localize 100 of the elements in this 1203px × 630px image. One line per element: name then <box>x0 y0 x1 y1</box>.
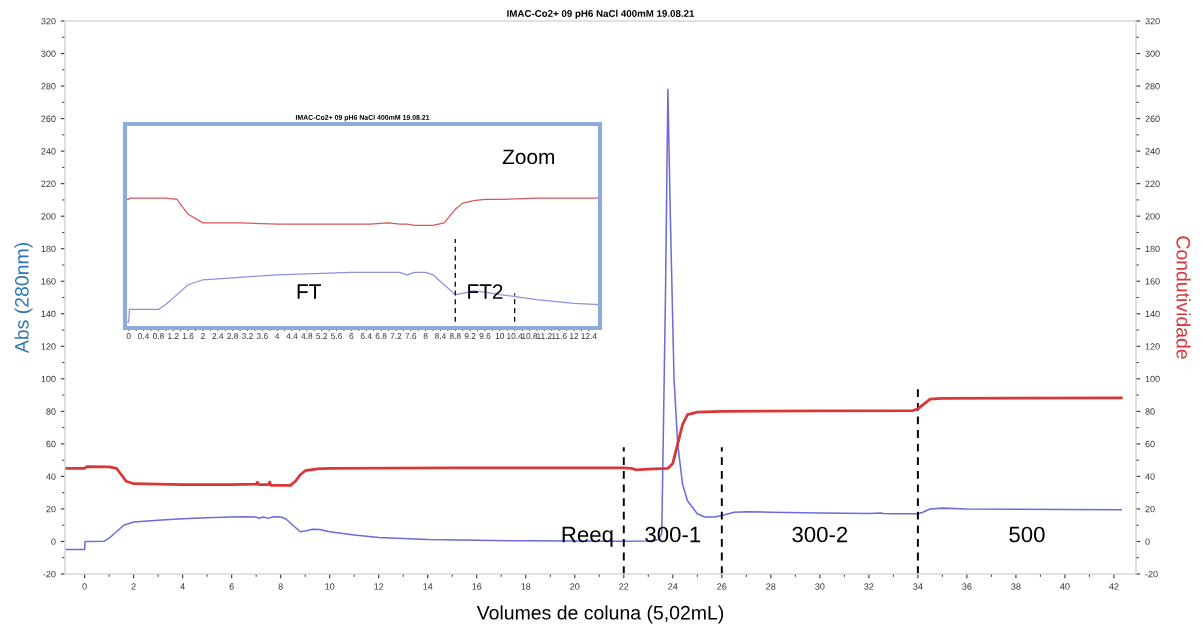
x-tick-label: 12 <box>374 583 384 590</box>
x-tick-label: 40 <box>1060 583 1070 590</box>
x-tick-label: 20 <box>570 583 580 590</box>
x-tick-label: 3.2 <box>241 333 253 339</box>
x-axis-title: Volumes de coluna (5,02mL) <box>476 605 724 624</box>
annotation: FT <box>297 284 321 299</box>
y2-tick-label: 100 <box>1145 375 1160 383</box>
y-tick-label: 20 <box>46 505 56 513</box>
line-series <box>65 396 1123 487</box>
y2-tick-label: 320 <box>1145 17 1160 25</box>
y2-tick-label: 180 <box>1145 245 1160 253</box>
y-tick-label: 240 <box>41 148 56 155</box>
y2-tick-label: 160 <box>1145 278 1160 285</box>
x-tick-label: 9.2 <box>464 333 476 339</box>
x-tick-label: 2 <box>201 333 205 339</box>
y2-axis-title: Condutividade <box>1176 236 1191 359</box>
y-tick-label: 320 <box>41 17 56 25</box>
y2-tick-label: -20 <box>1145 570 1158 578</box>
x-tick-label: 24 <box>668 583 678 590</box>
x-tick-label: 11.2 <box>537 333 552 339</box>
x-tick-label: 2.4 <box>212 333 224 339</box>
x-tick-label: 34 <box>913 583 923 590</box>
x-tick-label: 3.6 <box>256 333 268 339</box>
x-tick-label: 14 <box>423 583 433 590</box>
x-tick-label: 22 <box>619 583 629 590</box>
y-tick-label: -20 <box>43 570 56 578</box>
x-tick-label: 28 <box>766 583 776 590</box>
x-tick-label: 11.6 <box>552 333 567 339</box>
x-tick-label: 6.8 <box>375 333 387 339</box>
annotation: 500 <box>1009 526 1045 543</box>
annotation: 300-1 <box>645 526 701 543</box>
x-tick-label: 7.2 <box>390 333 402 339</box>
y2-tick-label: 240 <box>1145 148 1160 155</box>
x-tick-label: 10.4 <box>507 333 523 339</box>
y2-tick-label: 40 <box>1145 473 1155 480</box>
annotation: FT2 <box>468 284 503 299</box>
y-tick-label: 200 <box>41 213 56 220</box>
x-tick-label: 1.6 <box>182 333 194 339</box>
x-tick-label: 6 <box>229 583 234 590</box>
y2-tick-label: 140 <box>1145 310 1160 318</box>
x-tick-label: 10 <box>325 583 335 590</box>
x-tick-label: 0.4 <box>138 333 150 339</box>
y-axis-title: Abs (280nm) <box>14 243 33 354</box>
y2-tick-label: 80 <box>1145 408 1155 415</box>
annotation: 300-2 <box>792 526 848 543</box>
x-tick-label: 8.8 <box>449 333 461 339</box>
y-tick-label: 220 <box>41 180 56 188</box>
x-tick-label: 4 <box>275 333 280 339</box>
x-tick-label: 16 <box>472 583 482 590</box>
y-tick-label: 280 <box>41 83 56 90</box>
x-tick-label: 26 <box>717 583 727 590</box>
x-tick-label: 0 <box>126 333 131 339</box>
y2-tick-label: 60 <box>1145 440 1155 448</box>
x-tick-label: 42 <box>1109 583 1119 590</box>
x-tick-label: 6.4 <box>360 333 372 339</box>
x-tick-label: 2 <box>131 583 136 590</box>
x-tick-label: 4.4 <box>286 333 298 339</box>
y-tick-label: 260 <box>41 115 56 122</box>
x-tick-label: 18 <box>521 583 531 590</box>
chart-title: IMAC-Co2+ 09 pH6 NaCl 400mM 19.08.21 <box>507 9 695 19</box>
y-tick-label: 300 <box>41 50 56 57</box>
x-tick-label: 2.8 <box>227 333 239 339</box>
y2-tick-label: 120 <box>1145 343 1160 350</box>
y-tick-label: 80 <box>46 408 56 415</box>
y-tick-label: 120 <box>41 343 56 350</box>
y2-tick-label: 200 <box>1145 213 1160 220</box>
x-tick-label: 12 <box>570 333 579 339</box>
line-series <box>65 88 1123 551</box>
x-tick-label: 8 <box>278 583 283 590</box>
x-tick-label: 36 <box>962 583 972 590</box>
y2-tick-label: 20 <box>1145 505 1155 513</box>
y2-tick-label: 220 <box>1145 180 1160 188</box>
y2-tick-label: 0 <box>1145 538 1150 545</box>
x-tick-label: 32 <box>864 583 874 590</box>
x-tick-label: 6 <box>349 333 354 339</box>
x-tick-label: 7.6 <box>405 333 417 339</box>
y-tick-label: 60 <box>46 440 56 448</box>
x-tick-label: 10 <box>495 333 505 339</box>
x-tick-label: 30 <box>815 583 825 590</box>
y-tick-label: 160 <box>41 278 56 285</box>
x-tick-label: 9.6 <box>479 333 491 339</box>
x-tick-label: 8.4 <box>435 333 446 339</box>
y-tick-label: 100 <box>41 375 56 383</box>
y-tick-label: 40 <box>46 473 56 480</box>
y2-tick-label: 300 <box>1145 50 1160 57</box>
x-tick-label: 0.8 <box>152 333 164 339</box>
x-tick-label: 5.6 <box>331 333 342 339</box>
x-tick-label: 4.8 <box>301 333 313 339</box>
x-tick-label: 12.4 <box>581 333 597 339</box>
x-tick-label: 4 <box>180 583 185 590</box>
x-tick-label: 8 <box>423 333 428 339</box>
x-tick-label: 0 <box>82 583 87 590</box>
annotation: Zoom <box>502 149 554 165</box>
y-tick-label: 180 <box>41 245 56 253</box>
x-tick-label: 1.2 <box>168 333 179 339</box>
y-tick-label: 140 <box>41 310 56 318</box>
y2-tick-label: 260 <box>1145 115 1160 122</box>
annotation: Reeq <box>562 526 613 547</box>
x-tick-label: 10.8 <box>522 333 538 339</box>
x-tick-label: 5.2 <box>316 333 328 339</box>
